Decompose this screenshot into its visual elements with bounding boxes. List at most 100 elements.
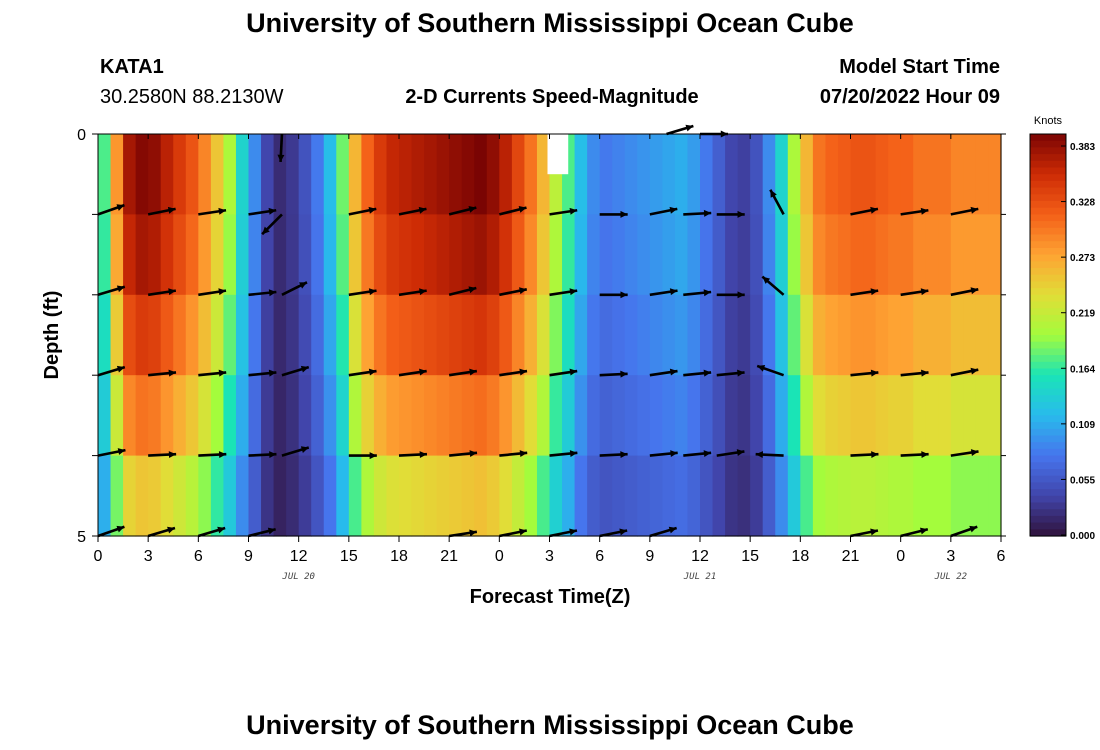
heatmap-cell [737, 214, 751, 296]
vector-head [755, 451, 764, 459]
current-vector [448, 529, 478, 538]
heatmap-cell [486, 214, 500, 296]
vector-head [669, 206, 678, 214]
heatmap-cell [286, 134, 300, 215]
vector-head [300, 446, 309, 453]
heatmap-cell [975, 375, 990, 457]
heatmap-cell [837, 214, 852, 296]
vector-head [870, 206, 878, 214]
heatmap-cell [123, 214, 137, 296]
heatmap-cell [825, 294, 839, 376]
vector-head [116, 365, 125, 373]
heatmap-cell [762, 375, 776, 457]
heatmap-cell [436, 294, 450, 376]
heatmap-cell [235, 214, 250, 296]
current-vector [649, 206, 678, 216]
heatmap-cell [198, 375, 212, 457]
colorbar-tick-label: 0.273 [1070, 253, 1095, 264]
vector-head [268, 369, 277, 377]
vector-head [737, 291, 745, 299]
heatmap-cell [148, 214, 162, 296]
heatmap-cell [223, 375, 237, 457]
colorbar-tick-label: 0.109 [1070, 420, 1095, 431]
heatmap-cell [148, 134, 162, 215]
heatmap-cell [800, 455, 814, 537]
heatmap-cell [511, 214, 526, 296]
heatmap-cell [800, 375, 814, 457]
station-id: KATA1 [100, 56, 164, 78]
current-vector [248, 527, 276, 538]
heatmap-cell [612, 375, 626, 457]
heatmap-cell [261, 214, 275, 296]
vector-head [703, 369, 712, 377]
heatmap-cell [925, 294, 939, 376]
colorbar-segment [1030, 234, 1066, 242]
colorbar: 0.383 0.328 0.273 0.219 0.164 0.109 0.055 0.000 [1029, 133, 1095, 542]
vector-head [620, 210, 628, 218]
vector-head [720, 130, 728, 138]
heatmap-cell [499, 375, 513, 457]
colorbar-segment [1030, 214, 1066, 222]
colorbar-segment [1030, 180, 1066, 189]
vector-head [519, 287, 527, 295]
vector-head [970, 367, 979, 375]
current-vector [499, 528, 528, 538]
current-vector [716, 369, 745, 377]
heatmap-cell [988, 294, 1002, 376]
heatmap-cell [812, 455, 827, 537]
current-vector [97, 525, 125, 538]
heatmap-cell [373, 294, 388, 376]
heatmap-cell [311, 375, 325, 457]
heatmap-cell [787, 375, 801, 457]
heatmap-cell [323, 294, 337, 376]
heatmap-cell [361, 294, 375, 376]
heatmap-cell [511, 375, 526, 457]
colorbar-tick-label: 0.164 [1070, 364, 1095, 375]
vector-head [737, 210, 745, 218]
x-tick-label: 6 [595, 548, 604, 565]
heatmap-cell [98, 455, 112, 537]
heatmap-cell [160, 294, 174, 376]
model-start-value: 07/20/2022 Hour 09 [819, 86, 1000, 108]
heatmap-cell [863, 375, 877, 457]
heatmap-cell [674, 294, 689, 376]
colorbar-tick-label: 0.383 [1070, 142, 1095, 153]
heatmap-cell [637, 375, 651, 457]
heatmap-cell [624, 375, 638, 457]
colorbar-segment [1030, 294, 1066, 303]
heatmap-cell [273, 455, 287, 537]
colorbar-segment [1030, 428, 1066, 437]
heatmap-cell [850, 134, 864, 215]
current-vector [950, 449, 979, 457]
heatmap-cell [725, 375, 739, 457]
vector-head [368, 206, 377, 214]
heatmap-cell [812, 214, 827, 296]
heatmap-cell [674, 214, 689, 296]
heatmap-cell [775, 294, 789, 376]
current-vector [281, 365, 310, 377]
colorbar-segment [1030, 469, 1066, 477]
current-vector [649, 450, 678, 457]
colorbar-segment [1030, 341, 1066, 349]
heatmap-cell [549, 214, 563, 296]
heatmap-cell [223, 214, 237, 296]
vector-head [569, 368, 578, 376]
heatmap-cell [587, 214, 601, 296]
colorbar-segment [1030, 328, 1066, 336]
heatmap-cell [248, 294, 262, 376]
heatmap-cell [424, 214, 438, 296]
heatmap-cell [674, 375, 689, 457]
current-vector [198, 369, 227, 377]
heatmap-cell [775, 134, 789, 215]
heatmap-cell [110, 294, 124, 376]
heatmap-cell [486, 455, 500, 537]
vector-head [970, 287, 979, 295]
heatmap-cell [323, 134, 337, 215]
current-vector [850, 369, 879, 377]
colorbar-segment [1030, 502, 1066, 510]
heatmap-cell [687, 214, 701, 296]
current-vector [398, 451, 428, 459]
colorbar-segment [1030, 194, 1066, 202]
heatmap-cell [135, 455, 149, 537]
heatmap-cell [210, 214, 225, 296]
